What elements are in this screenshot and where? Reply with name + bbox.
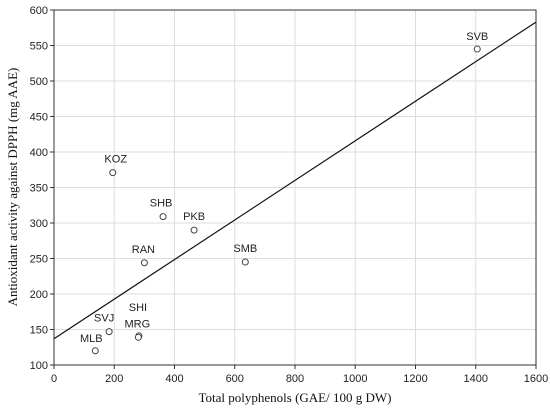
y-tick-label: 100 [30, 360, 48, 372]
point-label: SHB [150, 198, 173, 210]
data-point [109, 169, 117, 177]
point-label: RAN [132, 244, 155, 256]
x-tick-label: 800 [286, 373, 304, 385]
point-label: SVB [466, 31, 488, 43]
y-tick-label: 350 [30, 183, 48, 195]
point-label: MRG [125, 318, 151, 330]
x-tick-label: 1200 [403, 373, 427, 385]
x-axis-title: Total polyphenols (GAE/ 100 g DW) [199, 390, 392, 405]
axis-ticks: 100 150 200 250 300 350 400 450 500 550 600 0 200 400… [30, 5, 549, 385]
y-tick-label: 550 [30, 41, 48, 53]
point-label: SVJ [94, 313, 114, 325]
y-axis-title: Antioxidant activity against DPPH (mg AA… [5, 68, 20, 307]
regression-line [53, 21, 537, 340]
trend-line-group [53, 21, 537, 340]
data-point [159, 213, 167, 221]
x-tick-label: 0 [51, 373, 57, 385]
y-tick-label: 200 [30, 289, 48, 301]
x-tick-label: 600 [226, 373, 244, 385]
y-tick-label: 500 [30, 76, 48, 88]
point-label: KOZ [104, 154, 127, 166]
x-tick-label: 1000 [343, 373, 367, 385]
y-tick-label: 450 [30, 112, 48, 124]
x-tick-label: 1400 [464, 373, 488, 385]
y-tick-label: 150 [30, 325, 48, 337]
data-point [241, 258, 249, 266]
data-point [91, 347, 99, 355]
y-tick-label: 300 [30, 218, 48, 230]
grid-lines [54, 10, 536, 365]
data-point [190, 226, 198, 234]
point-label: PKB [183, 211, 205, 223]
y-tick-label: 250 [30, 254, 48, 266]
data-point [134, 333, 142, 341]
data-points: SVB KOZ SHB PKB RAN SMB SHI MRG SVJ MLB [80, 31, 488, 355]
x-tick-label: 1600 [524, 373, 548, 385]
y-tick-label: 400 [30, 147, 48, 159]
data-point [140, 259, 148, 267]
x-tick-label: 400 [165, 373, 183, 385]
data-point [473, 45, 481, 53]
x-tick-label: 200 [105, 373, 123, 385]
data-point [105, 328, 113, 336]
point-label: SMB [233, 243, 257, 255]
point-label: SHI [129, 302, 147, 314]
y-tick-label: 600 [30, 5, 48, 17]
point-label: MLB [80, 333, 103, 345]
